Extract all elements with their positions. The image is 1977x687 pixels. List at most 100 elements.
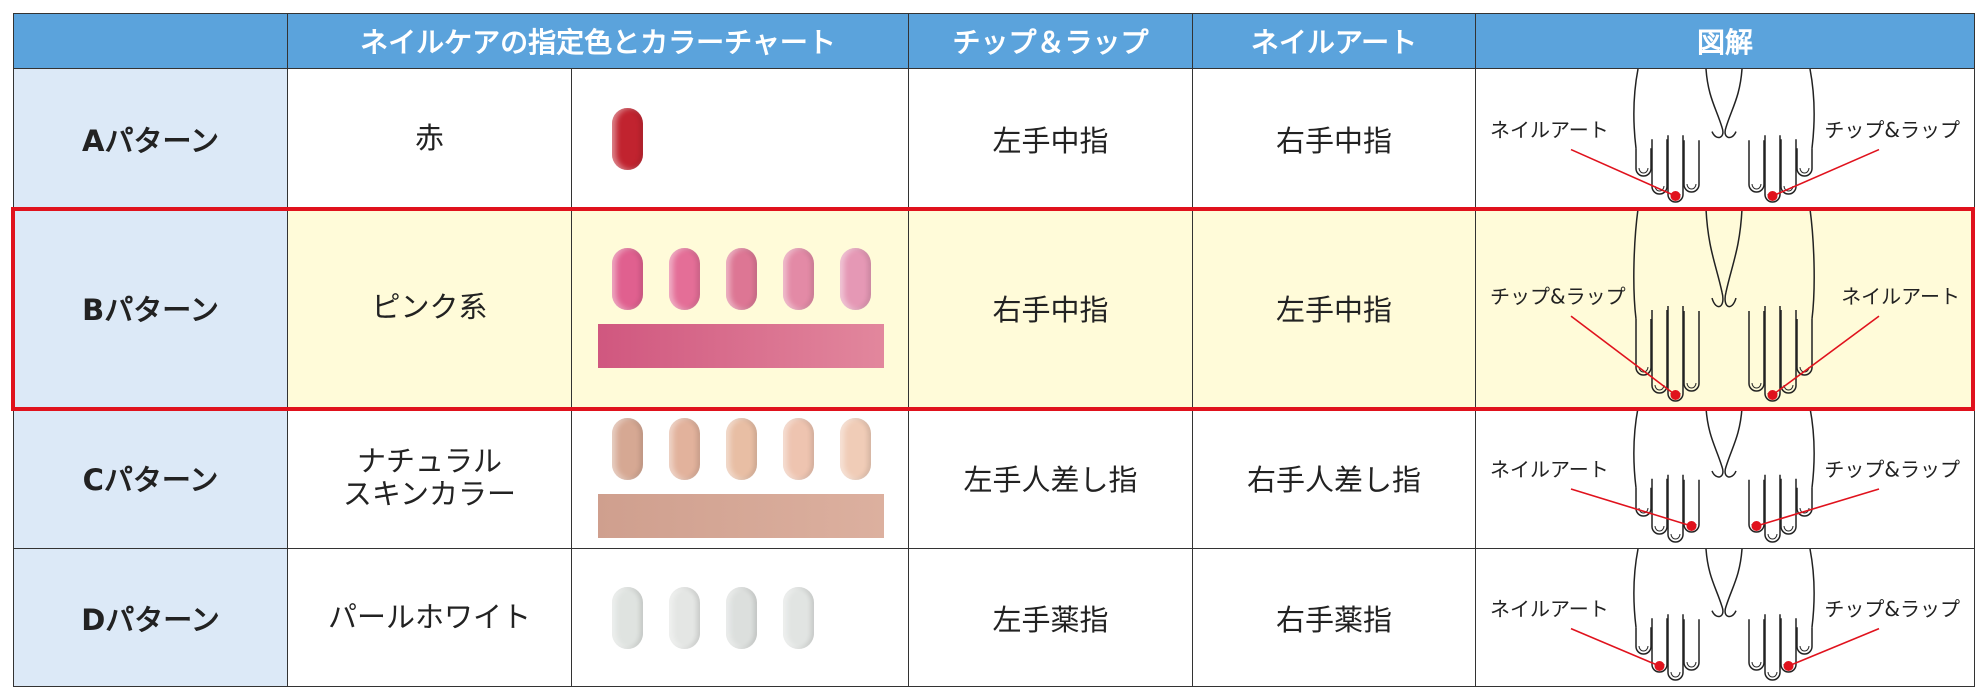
- diagram-label: ネイルアート: [1490, 458, 1609, 482]
- swatch-cell: [571, 208, 909, 408]
- finger: [1651, 309, 1668, 394]
- header-cell: ネイルケアの指定色とカラーチャート: [287, 13, 909, 69]
- diagram-label: チップ&ラップ: [1824, 597, 1960, 621]
- chip-wrap-cell: 右手中指: [908, 208, 1193, 408]
- nail-swatch: [783, 418, 814, 480]
- header-row: ネイルケアの指定色とカラーチャート チップ＆ラップ ネイルアート 図解: [13, 13, 1975, 69]
- pattern-cell: Bパターン: [13, 208, 288, 408]
- nail-outline: [1799, 167, 1810, 174]
- finger: [1796, 148, 1813, 177]
- nail-outline: [1654, 525, 1665, 532]
- pattern-cell: Aパターン: [13, 68, 288, 209]
- nail-dot: [1767, 390, 1778, 400]
- diagram-cell: ネイルアート チップ&ラップ: [1475, 407, 1975, 549]
- nail-row: [598, 107, 643, 170]
- diagram-label: ネイルアート: [1841, 285, 1960, 309]
- nail-dot: [1686, 521, 1697, 531]
- swatches: [572, 586, 908, 649]
- color-name-cell: ナチュラル スキンカラー: [287, 407, 572, 549]
- nail-outline: [1767, 671, 1778, 678]
- table-row: Dパターン パールホワイト 左手薬指 右手薬指 ネイルアート チップ&ラップ: [13, 548, 1975, 687]
- nail-swatch: [669, 418, 700, 480]
- color-bar: [598, 494, 884, 538]
- hand-edge: [1633, 549, 1639, 628]
- hand-edge: [1633, 69, 1639, 149]
- nail-swatch: [783, 586, 814, 649]
- finger: [1780, 478, 1797, 535]
- finger: [1667, 305, 1684, 402]
- pointer-line: [1788, 627, 1880, 667]
- finger: [1635, 148, 1652, 177]
- pattern-cell: Cパターン: [13, 407, 288, 549]
- finger: [1667, 135, 1684, 203]
- pattern-cell: Dパターン: [13, 548, 288, 687]
- finger: [1780, 139, 1797, 195]
- pointer-line: [1756, 488, 1880, 527]
- finger: [1635, 627, 1652, 655]
- hand: [1724, 69, 1815, 203]
- header-cell: ネイルアート: [1192, 13, 1476, 69]
- swatch-cell: [571, 548, 909, 687]
- nail-swatch: [612, 107, 643, 170]
- nail-outline: [1751, 661, 1762, 668]
- swatch-cell: [571, 407, 909, 549]
- finger: [1764, 474, 1781, 543]
- diagram: ネイルアート チップ&ラップ: [1490, 408, 1960, 543]
- diagram: ネイルアート チップ&ラップ: [1490, 549, 1960, 681]
- hand-edge: [1809, 408, 1815, 488]
- swatch-cell: [571, 68, 909, 209]
- thumb: [1724, 69, 1743, 139]
- hand: [1724, 549, 1815, 681]
- nail-swatch: [669, 248, 700, 310]
- color-name-cell: ピンク系: [287, 208, 572, 408]
- hand: [1633, 69, 1724, 203]
- nail-outline: [1670, 533, 1681, 540]
- thumb: [1705, 209, 1724, 308]
- thumb: [1724, 209, 1743, 308]
- finger: [1683, 140, 1700, 193]
- thumb: [1724, 549, 1743, 618]
- nail-art-cell: 右手薬指: [1192, 548, 1476, 687]
- header-cell: 図解: [1475, 13, 1975, 69]
- nail-art-cell: 右手人差し指: [1192, 407, 1476, 549]
- nail-art-cell: 左手中指: [1192, 208, 1476, 408]
- hand-edge: [1809, 549, 1815, 628]
- diagram-cell: ネイルアート チップ&ラップ: [1475, 548, 1975, 687]
- color-name-cell: 赤: [287, 68, 572, 209]
- nail-dot: [1654, 661, 1665, 671]
- finger: [1780, 618, 1797, 673]
- finger: [1683, 479, 1700, 533]
- nail-outline: [1751, 382, 1762, 389]
- diagram-label: ネイルアート: [1490, 597, 1609, 621]
- header-cell: [13, 13, 288, 69]
- finger: [1748, 619, 1765, 671]
- swatches: [572, 107, 908, 170]
- nail-row: [598, 248, 871, 310]
- table: ネイルケアの指定色とカラーチャート チップ＆ラップ ネイルアート 図解 Aパター…: [13, 13, 1975, 687]
- nail-swatch: [726, 248, 757, 310]
- nail-outline: [1670, 671, 1681, 678]
- hand: [1724, 209, 1815, 402]
- finger: [1748, 140, 1765, 193]
- nail-row: [598, 418, 871, 480]
- finger: [1651, 478, 1668, 535]
- nail-dot: [1670, 191, 1681, 201]
- finger: [1780, 309, 1797, 394]
- nail-swatch: [783, 248, 814, 310]
- diagram-label: ネイルアート: [1490, 118, 1609, 142]
- nail-outline: [1686, 382, 1697, 389]
- thumb: [1705, 408, 1724, 478]
- nail-row: [598, 586, 814, 649]
- color-name-cell: パールホワイト: [287, 548, 572, 687]
- pointer-line: [1570, 488, 1692, 527]
- swatches: [572, 248, 908, 368]
- finger: [1764, 305, 1781, 402]
- finger: [1796, 318, 1813, 376]
- swatches: [572, 418, 908, 538]
- nail-swatch: [612, 418, 643, 480]
- nail-art-cell: 右手中指: [1192, 68, 1476, 209]
- diagram-cell: ネイルアート チップ&ラップ: [1475, 68, 1975, 209]
- nail-outline: [1638, 645, 1649, 652]
- diagram: チップ&ラップ ネイルアート: [1490, 209, 1960, 402]
- nail-swatch: [612, 248, 643, 310]
